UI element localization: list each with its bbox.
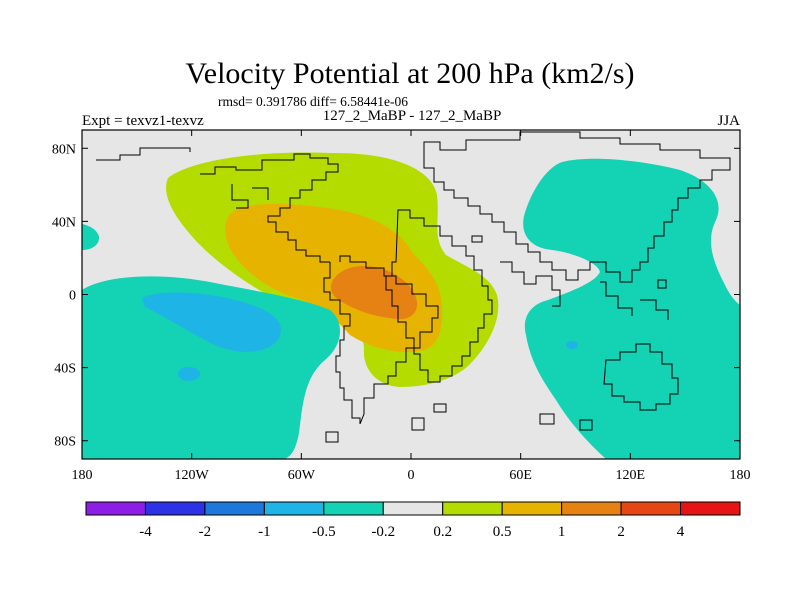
coastline-australia: [603, 343, 679, 411]
negative-field-westedge: [82, 224, 99, 250]
stats-label: rmsd= 0.391786 diff= 6.58441e-06: [218, 94, 408, 109]
colorbar-swatch: [204, 501, 265, 516]
colorbar-swatch: [620, 501, 682, 516]
colorbar-label: 4: [677, 524, 685, 540]
season-label: JJA: [717, 113, 740, 129]
coastline-south-america: [323, 255, 439, 425]
colorbar-swatch: [561, 501, 622, 516]
coastline-hudson: [231, 184, 269, 209]
colorbar-label: -0.5: [312, 524, 336, 540]
y-tick-label: 40S: [54, 362, 76, 377]
y-axis: 80N 40N 0 40S 80S: [52, 142, 740, 450]
x-tick-label: 0: [408, 468, 415, 483]
colorbar-swatch: [85, 501, 146, 516]
colorbar-swatch: [323, 501, 384, 516]
coastline-europe-asia: [423, 131, 731, 283]
colorbar-swatch: [501, 501, 563, 516]
negative-field-asia-spot: [566, 341, 578, 349]
colorbar: -4 -2 -1 -0.5 -0.2 0.2 0.5 1 2 4: [85, 501, 741, 540]
coastline-islands: [325, 235, 667, 443]
colorbar-label: 0.2: [433, 524, 452, 540]
colorbar-swatch: [382, 501, 444, 516]
x-tick-label: 180: [72, 468, 93, 483]
x-tick-label: 60W: [288, 468, 316, 483]
x-axis: 180 120W 60W 0 60E 120E 180: [72, 130, 751, 483]
coastline-africa: [385, 209, 493, 383]
colorbar-swatch: [680, 501, 741, 516]
colorbar-swatch: [442, 501, 503, 516]
coastline-southeast-asia: [600, 281, 669, 320]
colorbar-label: -1: [258, 524, 271, 540]
colorbar-swatch: [263, 501, 325, 516]
colorbar-label: 1: [558, 524, 566, 540]
y-tick-label: 40N: [52, 215, 76, 230]
colorbar-label: -2: [199, 524, 212, 540]
map-panel: [82, 130, 740, 459]
x-tick-label: 60E: [509, 468, 532, 483]
negative-field-pacific-core: [142, 292, 282, 352]
coastline-arabia-india: [500, 261, 561, 307]
coastline-greenland: [96, 147, 191, 161]
coastline-north-america: [200, 153, 339, 263]
negative-field-pacific-spot: [178, 367, 200, 381]
colorbar-label: -4: [139, 524, 152, 540]
chart-title: Velocity Potential at 200 hPa (km2/s): [185, 57, 634, 90]
colorbar-swatch: [144, 501, 206, 516]
experiment-label: Expt = texvz1-texvz: [82, 113, 204, 129]
x-tick-label: 180: [730, 468, 751, 483]
y-tick-label: 0: [69, 289, 76, 304]
colorbar-label: 0.5: [493, 524, 512, 540]
x-tick-label: 120E: [616, 468, 646, 483]
colorbar-label: -0.2: [371, 524, 395, 540]
subtitle-label: 127_2_MaBP - 127_2_MaBP: [323, 108, 502, 124]
y-tick-label: 80S: [54, 435, 76, 450]
continent-outlines: [96, 131, 731, 443]
x-tick-label: 120W: [175, 468, 210, 483]
y-tick-label: 80N: [52, 142, 76, 157]
colorbar-label: 2: [617, 524, 625, 540]
